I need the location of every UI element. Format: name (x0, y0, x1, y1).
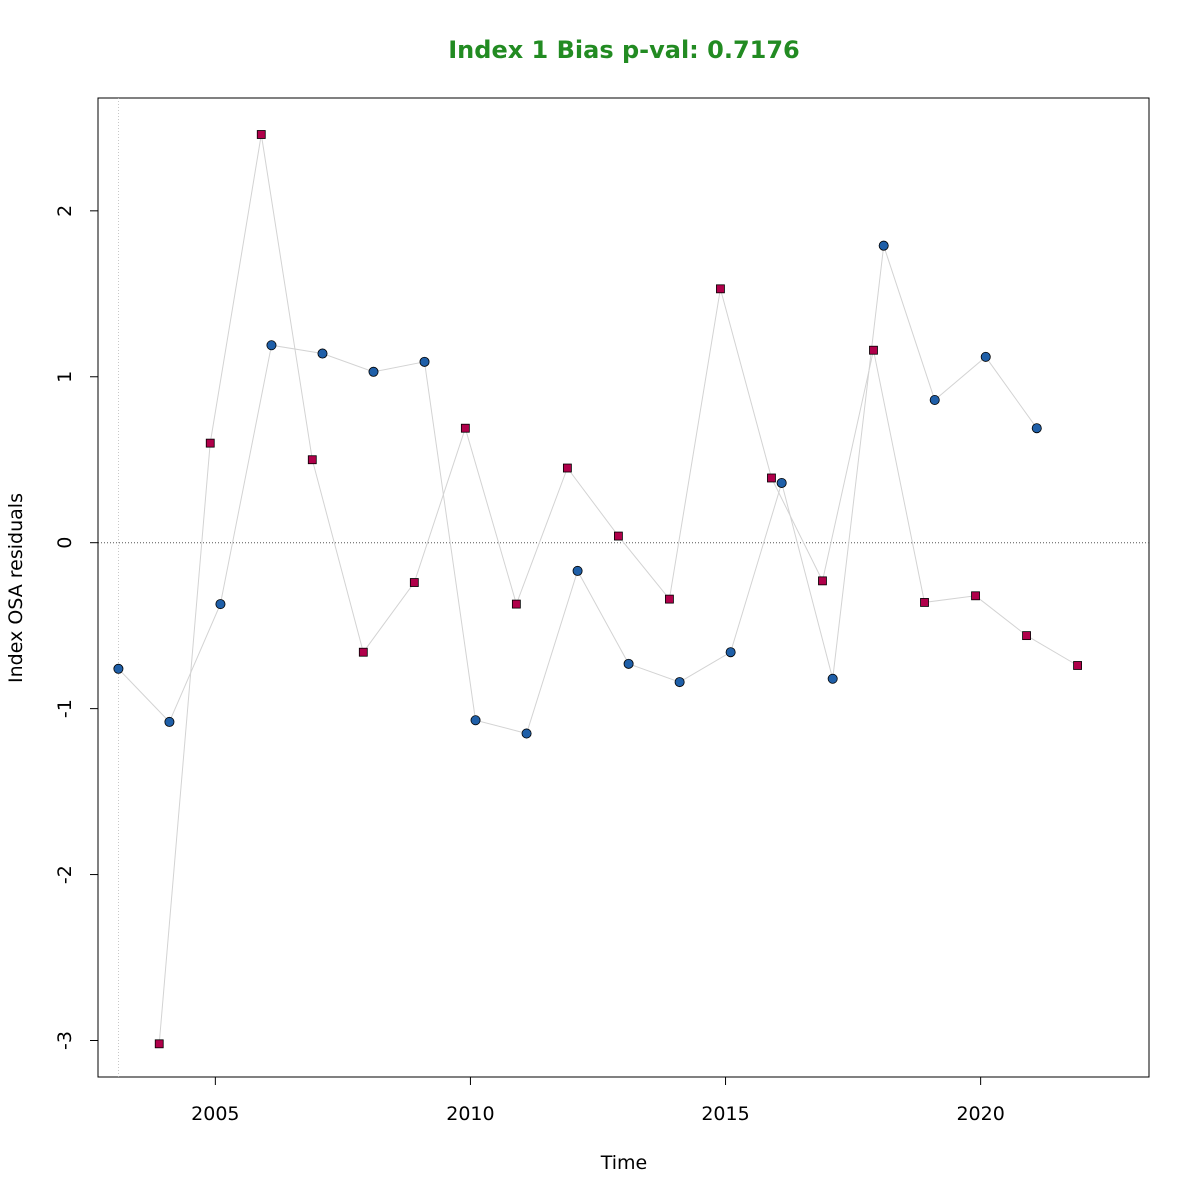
data-point-square (358, 647, 368, 657)
data-point-circle (1031, 423, 1042, 434)
data-point-square (920, 598, 929, 607)
y-tick-label: 1 (54, 371, 76, 383)
x-axis-label: Time (600, 1152, 648, 1174)
x-tick-label: 2005 (191, 1103, 239, 1125)
reference-lines (98, 98, 1149, 1077)
data-points (113, 130, 1082, 1049)
data-point-square (665, 594, 674, 604)
series-line-1 (118, 245, 1038, 735)
x-axis: 2005 2010 2015 2020 (191, 1076, 1005, 1125)
data-point-circle (623, 658, 634, 669)
data-point-circle (980, 351, 991, 362)
data-point-circle (419, 356, 430, 367)
data-point-circle (776, 477, 787, 488)
plot-frame (97, 97, 1150, 1078)
data-point-circle (113, 663, 124, 674)
data-point-square (460, 423, 470, 433)
data-point-square (511, 599, 521, 609)
y-axis-label: Index OSA residuals (5, 493, 27, 683)
y-tick-label: 0 (54, 537, 76, 549)
data-point-square (971, 591, 980, 601)
data-point-circle (725, 647, 736, 658)
data-point-square (613, 531, 623, 541)
y-tick-label: -3 (54, 1031, 76, 1050)
y-tick-label: -1 (54, 699, 76, 718)
data-point-circle (164, 716, 175, 727)
data-point-circle (266, 340, 277, 351)
data-point-circle (521, 728, 532, 739)
data-point-circle (929, 394, 940, 405)
data-point-square (1073, 661, 1082, 670)
chart-title: Index 1 Bias p-val: 0.7176 (448, 36, 800, 64)
series-line-2 (158, 134, 1078, 1044)
data-point-square (716, 284, 725, 294)
x-tick-label: 2010 (446, 1103, 494, 1125)
data-point-square (307, 455, 317, 465)
y-tick-label: -2 (54, 865, 76, 884)
y-axis: -3 -2 -1 0 1 2 (54, 205, 99, 1050)
data-point-circle (470, 715, 481, 726)
data-point-circle (878, 240, 889, 251)
data-point-circle (572, 565, 583, 576)
x-tick-label: 2020 (956, 1103, 1004, 1125)
data-point-square (818, 576, 827, 586)
data-point-circle (368, 366, 379, 377)
data-point-square (1022, 631, 1031, 641)
series-lines (118, 134, 1078, 1044)
data-point-square (409, 578, 419, 587)
x-tick-label: 2015 (701, 1103, 749, 1125)
data-point-circle (317, 348, 328, 359)
data-point-square (256, 130, 266, 139)
data-point-circle (827, 673, 838, 684)
data-point-square (205, 438, 215, 448)
data-point-circle (674, 677, 685, 688)
data-point-circle (215, 599, 226, 610)
y-tick-label: 2 (54, 205, 76, 217)
data-point-square (154, 1039, 164, 1049)
data-point-square (767, 473, 776, 483)
data-point-square (869, 345, 878, 355)
data-point-square (562, 463, 572, 473)
